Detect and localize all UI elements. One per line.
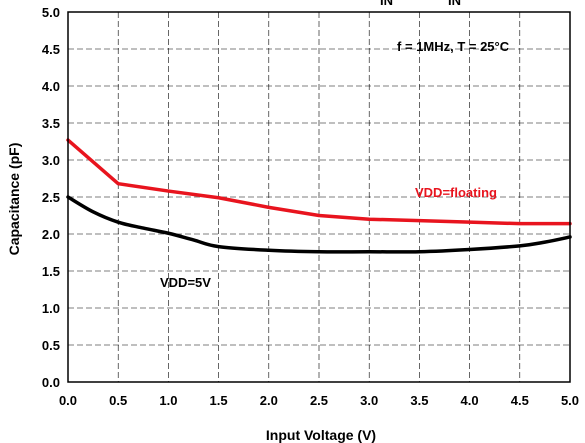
y-axis-title: Capacitance (pF) bbox=[6, 143, 22, 256]
y-tick-label: 2.5 bbox=[42, 190, 60, 205]
y-tick-label: 1.0 bbox=[42, 301, 60, 316]
y-tick-label: 0.5 bbox=[42, 338, 60, 353]
x-tick-label: 3.0 bbox=[360, 393, 378, 408]
y-tick-label: 4.5 bbox=[42, 42, 60, 57]
y-tick-label: 2.0 bbox=[42, 227, 60, 242]
x-tick-label: 0.0 bbox=[59, 393, 77, 408]
x-tick-label: 2.5 bbox=[310, 393, 328, 408]
y-tick-label: 3.0 bbox=[42, 153, 60, 168]
conditions-label: f = 1MHz, T = 25°C bbox=[397, 39, 510, 54]
plot-frame bbox=[67, 11, 571, 383]
vdd-5v-label: VDD=5V bbox=[160, 275, 211, 290]
tick-labels: 0.0 0.5 1.0 1.5 2.0 2.5 3.0 3.5 4.0 4.5 5.0 0.0 0.5 1… bbox=[42, 5, 579, 408]
x-axis-title: Input Voltage (V) bbox=[266, 427, 376, 443]
series-line-vdd-floating bbox=[66, 138, 572, 226]
x-tick-label: 4.0 bbox=[461, 393, 479, 408]
x-tick-label: 5.0 bbox=[561, 393, 579, 408]
y-tick-label: 1.5 bbox=[42, 264, 60, 279]
title-fragment: IN bbox=[380, 0, 393, 8]
series-layer bbox=[66, 138, 572, 254]
y-tick-label: 5.0 bbox=[42, 5, 60, 20]
y-tick-label: 0.0 bbox=[42, 375, 60, 390]
x-tick-label: 1.5 bbox=[210, 393, 228, 408]
x-tick-label: 3.5 bbox=[410, 393, 428, 408]
vdd-floating-label: VDD=floating bbox=[415, 185, 497, 200]
series-line-vdd-5v bbox=[66, 195, 572, 254]
y-tick-label: 4.0 bbox=[42, 79, 60, 94]
x-tick-label: 2.0 bbox=[260, 393, 278, 408]
x-tick-label: 0.5 bbox=[109, 393, 127, 408]
x-tick-label: 4.5 bbox=[511, 393, 529, 408]
y-tick-label: 3.5 bbox=[42, 116, 60, 131]
title-fragment-2: IN bbox=[448, 0, 461, 8]
x-tick-label: 1.0 bbox=[159, 393, 177, 408]
grid bbox=[68, 12, 570, 382]
